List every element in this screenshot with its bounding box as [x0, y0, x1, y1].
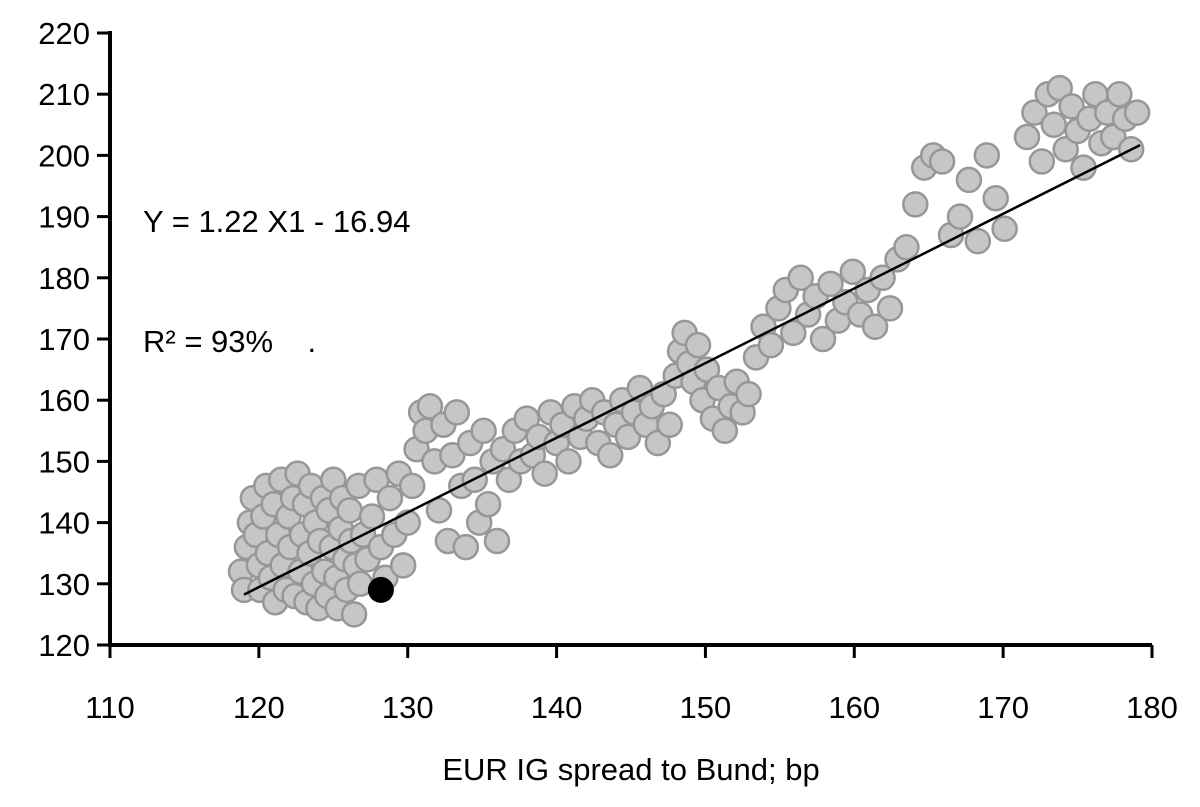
scatter-point [596, 442, 624, 469]
scatter-point [1028, 148, 1056, 175]
x-tick-label: 110 [85, 690, 134, 725]
scatter-point [513, 405, 541, 432]
x-tick-label: 150 [680, 690, 732, 725]
scatter-point [555, 448, 582, 475]
scatter-point [614, 423, 642, 451]
scatter-point [483, 527, 511, 555]
x-tick-label: 180 [1126, 690, 1178, 725]
scatter-point [780, 319, 807, 347]
scatter-point [1058, 93, 1085, 120]
y-tick-label: 180 [38, 261, 90, 296]
y-tick-label: 150 [38, 444, 90, 479]
x-tick-label: 160 [828, 690, 880, 725]
scatter-point [389, 552, 417, 579]
scatter-point [452, 533, 480, 561]
scatter-point [735, 380, 762, 408]
scatter-point [398, 472, 426, 500]
scatter-point [1040, 111, 1068, 139]
scatter-point [1070, 154, 1097, 181]
scatter-point [964, 227, 992, 255]
scatter-point [787, 264, 814, 292]
scatter-point [336, 497, 363, 524]
x-tick-label: 130 [382, 690, 434, 725]
scatter-point [489, 435, 517, 463]
scatter-point [955, 166, 983, 194]
scatter-point [1106, 80, 1133, 108]
scatter-point [474, 490, 502, 518]
scatter-point [495, 466, 523, 494]
scatter-point [644, 429, 672, 457]
scatter-point [439, 442, 466, 469]
scatter-point [876, 295, 904, 322]
scatter-point [1123, 99, 1151, 126]
scatter-point [973, 142, 1001, 169]
scatter-point [358, 503, 386, 530]
y-tick-label: 220 [38, 16, 90, 51]
scatter-point [817, 270, 844, 298]
x-tick-label: 170 [977, 690, 1029, 725]
scatter-point [531, 460, 558, 487]
scatter-point [711, 417, 739, 445]
scatter-point [1052, 136, 1079, 163]
scatter-point [757, 331, 785, 359]
scatter-point [839, 258, 867, 285]
scatter-point [470, 417, 497, 445]
scatter-point [809, 325, 837, 353]
scatter-point [656, 411, 683, 438]
scatter-point [394, 509, 421, 536]
y-tick-label: 160 [38, 383, 90, 418]
y-tick-label: 130 [38, 567, 90, 602]
scatter-point [416, 393, 444, 420]
scatter-point [991, 215, 1018, 243]
scatter-point [902, 191, 929, 218]
scatter-point [928, 148, 956, 175]
scatter-point [376, 484, 404, 512]
equation-line: Y = 1.22 X1 - 16.94 [143, 204, 411, 239]
regression-equation: Y = 1.22 X1 - 16.94 R² = 93% . [143, 122, 410, 442]
x-axis-label: EUR IG spread to Bund; bp [442, 752, 820, 787]
highlighted-point [367, 576, 394, 603]
y-tick-label: 200 [38, 138, 90, 173]
y-tick-label: 210 [38, 77, 90, 112]
scatter-point [1100, 123, 1127, 151]
scatter-point [1013, 123, 1041, 151]
scatter-point [861, 313, 889, 341]
scatter-point [893, 233, 920, 261]
scatter-point [340, 601, 368, 628]
y-tick-label: 120 [38, 628, 90, 663]
scatter-point [1046, 74, 1073, 102]
scatter-point [1021, 99, 1048, 126]
x-tick-label: 140 [531, 690, 583, 725]
scatter-point [443, 399, 471, 426]
scatter-point [684, 331, 712, 359]
x-tick-label: 120 [233, 690, 285, 725]
scatter-point [946, 203, 974, 230]
r-squared-line: R² = 93% . [143, 324, 317, 359]
scatter-point [425, 497, 453, 524]
scatter-point [982, 184, 1009, 212]
y-tick-label: 170 [38, 322, 90, 357]
trend-line [243, 143, 1141, 596]
y-tick-label: 190 [38, 200, 90, 235]
y-tick-label: 140 [38, 506, 90, 541]
